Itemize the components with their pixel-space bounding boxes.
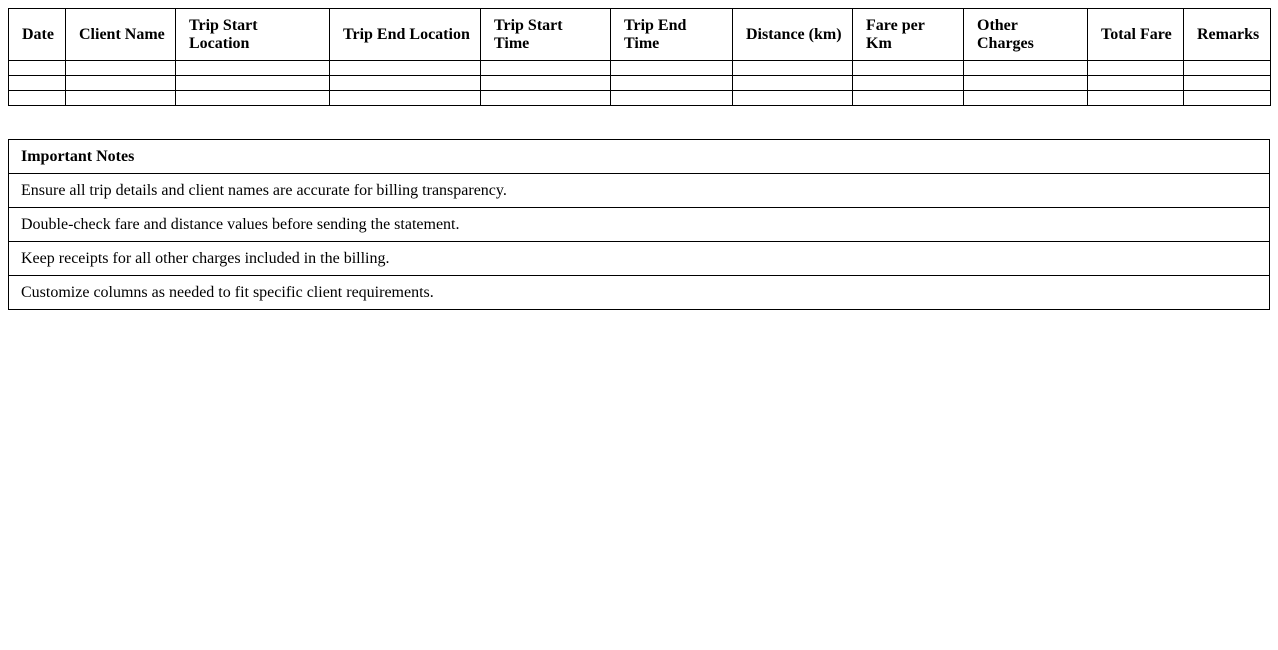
note-row: Keep receipts for all other charges incl… <box>8 241 1270 276</box>
column-header-client-name: Client Name <box>65 8 176 61</box>
column-header-trip-end-time: Trip End Time <box>610 8 733 61</box>
empty-cell <box>175 90 330 106</box>
empty-cell <box>1087 90 1184 106</box>
empty-cell <box>480 90 611 106</box>
empty-cell <box>732 60 853 76</box>
column-header-distance-km: Distance (km) <box>732 8 853 61</box>
empty-cell <box>1183 75 1271 91</box>
column-header-remarks: Remarks <box>1183 8 1271 61</box>
empty-cell <box>963 75 1088 91</box>
note-row: Double-check fare and distance values be… <box>8 207 1270 242</box>
document-page: Date Client Name Trip Start Location Trip E… <box>0 0 1278 318</box>
empty-cell <box>852 60 964 76</box>
empty-cell <box>65 90 176 106</box>
note-text: Double-check fare and distance values be… <box>8 207 1270 242</box>
note-text: Customize columns as needed to fit speci… <box>8 275 1270 310</box>
column-header-trip-end-location: Trip End Location <box>329 8 481 61</box>
notes-title-row: Important Notes <box>8 139 1270 174</box>
note-row: Customize columns as needed to fit speci… <box>8 275 1270 310</box>
empty-cell <box>1087 60 1184 76</box>
empty-cell <box>732 75 853 91</box>
note-row: Ensure all trip details and client names… <box>8 173 1270 208</box>
empty-cell <box>610 60 733 76</box>
empty-cell <box>1087 75 1184 91</box>
empty-cell <box>329 60 481 76</box>
empty-cell <box>610 90 733 106</box>
empty-cell <box>329 75 481 91</box>
column-header-total-fare: Total Fare <box>1087 8 1184 61</box>
trip-billing-table: Date Client Name Trip Start Location Trip E… <box>8 8 1271 106</box>
empty-cell <box>732 90 853 106</box>
column-header-trip-start-time: Trip Start Time <box>480 8 611 61</box>
empty-cell <box>1183 60 1271 76</box>
trip-table-header-row: Date Client Name Trip Start Location Trip E… <box>8 8 1271 61</box>
empty-cell <box>65 60 176 76</box>
empty-cell <box>480 60 611 76</box>
note-text: Ensure all trip details and client names… <box>8 173 1270 208</box>
notes-title: Important Notes <box>8 139 1270 174</box>
empty-cell <box>852 75 964 91</box>
empty-cell <box>65 75 176 91</box>
empty-cell <box>175 60 330 76</box>
trip-table-empty-row <box>8 60 1271 76</box>
note-text: Keep receipts for all other charges incl… <box>8 241 1270 276</box>
empty-cell <box>175 75 330 91</box>
column-header-trip-start-location: Trip Start Location <box>175 8 330 61</box>
empty-cell <box>963 90 1088 106</box>
empty-cell <box>963 60 1088 76</box>
empty-cell <box>8 90 66 106</box>
column-header-other-charges: Other Charges <box>963 8 1088 61</box>
column-header-date: Date <box>8 8 66 61</box>
empty-cell <box>1183 90 1271 106</box>
empty-cell <box>8 75 66 91</box>
empty-cell <box>480 75 611 91</box>
trip-table-empty-row <box>8 90 1271 106</box>
important-notes-table: Important Notes Ensure all trip details … <box>8 139 1270 310</box>
empty-cell <box>329 90 481 106</box>
empty-cell <box>610 75 733 91</box>
column-header-fare-per-km: Fare per Km <box>852 8 964 61</box>
empty-cell <box>852 90 964 106</box>
empty-cell <box>8 60 66 76</box>
trip-table-empty-row <box>8 75 1271 91</box>
